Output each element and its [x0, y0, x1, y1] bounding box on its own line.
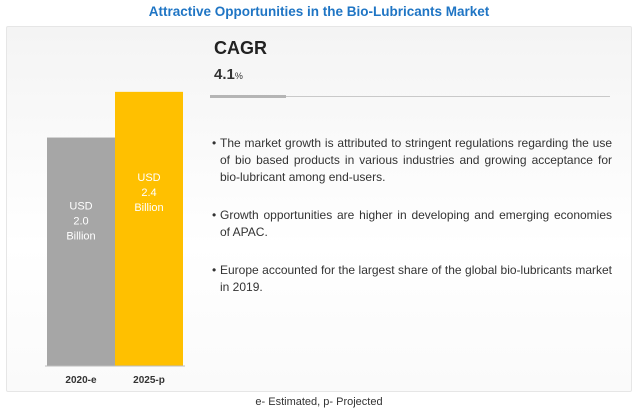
bullet-list: The market growth is attributed to strin… [212, 135, 612, 317]
bar-2025-p [115, 91, 183, 366]
cagr-value: 4.1% [214, 66, 243, 83]
bar-data-label: 2.0 [73, 215, 88, 227]
bar-data-label: 2.4 [141, 187, 156, 199]
bar-data-label: Billion [66, 230, 95, 242]
cagr-number: 4.1 [214, 66, 235, 83]
bullet-item: The market growth is attributed to strin… [212, 135, 612, 186]
cagr-label: CAGR [214, 38, 267, 58]
divider-accent [210, 95, 286, 98]
x-tick-label: 2025-p [133, 375, 165, 386]
bullet-item: Growth opportunities are higher in devel… [212, 207, 612, 241]
chart-title: Attractive Opportunities in the Bio-Lubr… [148, 4, 490, 19]
divider-line [210, 96, 610, 97]
bullet-item: Europe accounted for the largest share o… [212, 262, 612, 296]
bar-2020-e [47, 137, 115, 366]
bar-data-label: USD [69, 200, 92, 212]
bar-data-label: USD [137, 172, 160, 184]
cagr-unit: % [234, 71, 243, 81]
footnote: e- Estimated, p- Projected [255, 396, 383, 408]
x-tick-label: 2020-e [65, 375, 97, 386]
bar-data-label: Billion [134, 202, 163, 214]
